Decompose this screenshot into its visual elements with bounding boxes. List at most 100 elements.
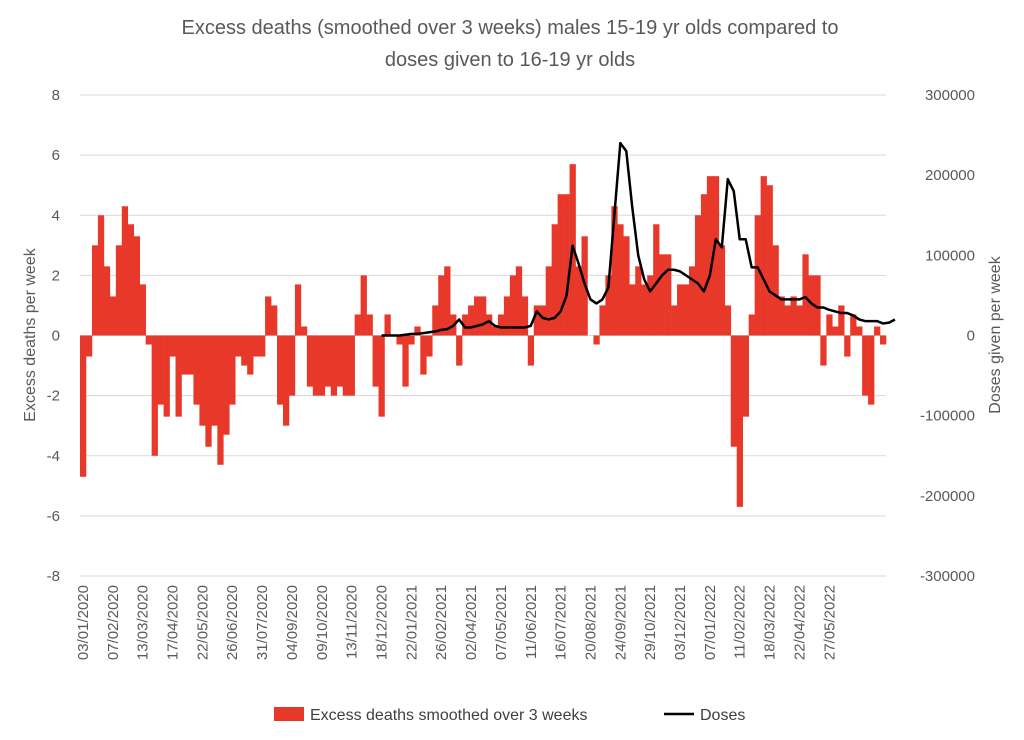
excess-deaths-bar xyxy=(80,335,87,477)
right-tick-label: -100000 xyxy=(920,408,975,425)
chart-title-line-2: doses given to 16-19 yr olds xyxy=(385,49,635,71)
excess-deaths-bar xyxy=(474,296,481,336)
excess-deaths-bar xyxy=(330,335,338,396)
excess-deaths-bar xyxy=(760,176,767,336)
excess-deaths-bar xyxy=(521,296,529,336)
excess-deaths-bar xyxy=(366,314,373,336)
x-tick-label: 29/10/2021 xyxy=(642,585,659,660)
excess-deaths-bar xyxy=(700,194,708,336)
excess-deaths-bar xyxy=(480,296,487,336)
x-tick-label: 03/01/2020 xyxy=(75,585,92,660)
excess-deaths-bar xyxy=(312,335,320,396)
excess-deaths-bar xyxy=(766,185,773,336)
excess-deaths-bar xyxy=(259,335,266,357)
legend: Excess deaths smoothed over 3 weeks Dose… xyxy=(274,707,745,724)
x-tick-label: 26/06/2020 xyxy=(224,585,241,660)
excess-deaths-bar xyxy=(748,314,755,336)
excess-deaths-bar xyxy=(462,314,469,336)
excess-deaths-bar xyxy=(199,335,206,426)
excess-deaths-bar xyxy=(665,254,672,336)
excess-deaths-bar xyxy=(318,335,326,396)
excess-deaths-bar xyxy=(223,335,230,435)
excess-deaths-bar xyxy=(253,335,260,357)
excess-deaths-bar xyxy=(623,236,630,336)
excess-deaths-bar xyxy=(635,266,642,336)
right-tick-label: 200000 xyxy=(925,167,975,184)
excess-deaths-bar xyxy=(342,335,349,396)
excess-deaths-bar xyxy=(599,305,606,336)
x-tick-label: 24/09/2021 xyxy=(612,585,629,660)
excess-deaths-bar xyxy=(677,284,684,336)
excess-deaths-bar xyxy=(694,215,702,336)
excess-deaths-bar xyxy=(402,335,409,387)
right-tick-label: -200000 xyxy=(920,488,975,505)
excess-deaths-bar xyxy=(85,335,93,357)
excess-deaths-bar xyxy=(688,266,696,336)
excess-deaths-bar xyxy=(629,284,636,336)
excess-deaths-bar xyxy=(593,335,600,345)
right-axis-title: Doses given per week xyxy=(987,255,1004,413)
left-tick-label: 2 xyxy=(52,267,60,284)
excess-deaths-bar xyxy=(617,224,624,336)
excess-deaths-bar xyxy=(396,335,403,345)
excess-deaths-bar xyxy=(706,176,714,336)
excess-deaths-bar xyxy=(545,266,552,336)
excess-deaths-bar xyxy=(265,296,272,336)
excess-deaths-bar xyxy=(187,335,194,375)
excess-deaths-bar xyxy=(485,314,493,336)
excess-deaths-bar xyxy=(611,206,618,336)
left-tick-label: 0 xyxy=(52,328,60,345)
excess-deaths-bar xyxy=(820,335,827,366)
excess-deaths-bar xyxy=(468,305,475,336)
excess-deaths-bar xyxy=(235,335,242,357)
left-axis-tick-labels: -8 -6 -4 -2 0 2 4 6 8 xyxy=(47,87,60,585)
excess-deaths-bar xyxy=(294,284,302,336)
left-tick-label: -6 xyxy=(47,508,60,525)
excess-deaths-bar xyxy=(360,275,367,336)
x-tick-label: 20/08/2021 xyxy=(582,585,599,660)
excess-deaths-bar xyxy=(533,305,541,336)
excess-deaths-bar xyxy=(426,335,433,357)
x-tick-label: 22/01/2021 xyxy=(403,585,420,660)
legend-label-doses: Doses xyxy=(700,707,745,724)
excess-deaths-bar xyxy=(557,194,564,336)
excess-deaths-bar xyxy=(229,335,236,405)
excess-deaths-bar xyxy=(659,254,666,336)
x-tick-label: 27/05/2022 xyxy=(821,585,838,660)
excess-deaths-bar xyxy=(844,335,851,357)
right-tick-label: 100000 xyxy=(925,247,975,264)
excess-deaths-bar xyxy=(271,305,278,336)
excess-deaths-bar xyxy=(641,284,648,336)
excess-deaths-bar xyxy=(808,275,815,336)
excess-deaths-bar xyxy=(306,335,314,387)
excess-deaths-bar xyxy=(862,335,869,396)
x-tick-label: 07/05/2021 xyxy=(493,585,510,660)
excess-deaths-bar xyxy=(850,314,857,336)
excess-deaths-bar xyxy=(683,284,690,336)
excess-deaths-bar xyxy=(796,305,803,336)
doses-line-layer xyxy=(381,141,896,337)
excess-deaths-bar xyxy=(880,335,887,345)
left-tick-label: -2 xyxy=(47,388,60,405)
excess-deaths-bar xyxy=(653,224,660,336)
excess-deaths-bar xyxy=(300,326,308,336)
excess-deaths-bar xyxy=(348,335,355,396)
excess-deaths-bar xyxy=(718,245,726,336)
left-tick-label: 4 xyxy=(52,207,60,224)
excess-deaths-bar xyxy=(247,335,254,375)
right-axis-tick-labels: -300000 -200000 -100000 0 100000 200000 300000 xyxy=(920,87,975,585)
excess-deaths-bar xyxy=(515,266,523,336)
excess-deaths-bar xyxy=(647,275,654,336)
legend-label-excess-deaths: Excess deaths smoothed over 3 weeks xyxy=(310,707,587,724)
excess-deaths-bar xyxy=(730,335,738,447)
excess-deaths-bar xyxy=(754,215,761,336)
excess-deaths-bar xyxy=(575,266,582,336)
x-tick-label: 13/03/2020 xyxy=(135,585,152,660)
x-tick-label: 18/03/2022 xyxy=(762,585,779,660)
excess-deaths-bar xyxy=(420,335,427,375)
x-tick-label: 09/10/2020 xyxy=(314,585,331,660)
excess-deaths-bar xyxy=(205,335,212,447)
excess-deaths-bar xyxy=(277,335,284,405)
excess-deaths-bar xyxy=(856,326,863,336)
